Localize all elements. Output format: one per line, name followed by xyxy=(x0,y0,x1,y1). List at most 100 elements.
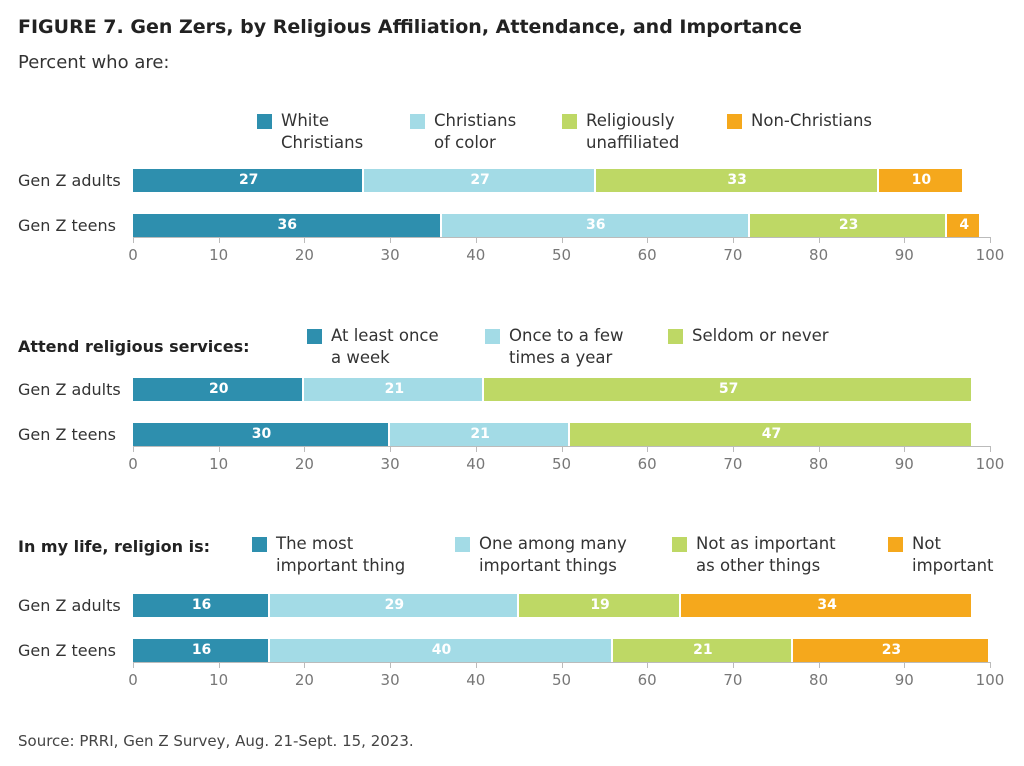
data-label: 16 xyxy=(191,642,212,658)
x-tick-label: 60 xyxy=(637,246,657,264)
bar-segment xyxy=(390,423,571,446)
section-label: Attend religious services: xyxy=(18,337,250,356)
data-label: 33 xyxy=(727,172,747,188)
category-label: Gen Z teens xyxy=(18,425,116,444)
legend-label: The most important thing xyxy=(276,534,406,575)
tick-mark xyxy=(904,662,906,668)
tick-mark xyxy=(990,237,991,243)
x-tick-label: 50 xyxy=(551,455,572,473)
category-label: Gen Z adults xyxy=(18,171,121,190)
x-tick-label: 90 xyxy=(894,671,914,689)
bar-segment xyxy=(364,169,596,192)
tick-mark xyxy=(133,662,134,668)
x-tick-label: 90 xyxy=(894,455,914,473)
bar-segment xyxy=(133,639,271,662)
tick-mark xyxy=(561,237,563,243)
x-tick-label: 50 xyxy=(551,246,572,264)
category-label: Gen Z adults xyxy=(18,380,121,399)
data-label: 21 xyxy=(693,642,713,658)
tick-mark xyxy=(390,662,392,668)
bar-segment xyxy=(441,214,751,237)
data-label: 4 xyxy=(959,217,970,233)
bar-segment xyxy=(612,639,793,662)
data-label: 27 xyxy=(238,172,259,188)
tick-mark xyxy=(133,237,134,243)
x-tick-label: 90 xyxy=(894,246,914,264)
data-label: 20 xyxy=(208,381,229,397)
tick-mark xyxy=(561,446,563,452)
figure-title: FIGURE 7. Gen Zers, by Religious Affilia… xyxy=(18,16,802,38)
x-tick-label: 10 xyxy=(209,455,229,473)
x-tick-label: 80 xyxy=(809,455,829,473)
data-label: 30 xyxy=(251,426,272,442)
tick-mark xyxy=(647,237,649,243)
legend-label: Not as important as other things xyxy=(696,534,836,575)
bar-segment xyxy=(681,594,973,617)
tick-mark xyxy=(218,237,220,243)
tick-mark xyxy=(390,237,392,243)
tick-mark xyxy=(647,446,649,452)
data-label: 34 xyxy=(817,597,837,613)
x-tick-label: 20 xyxy=(294,246,314,264)
bar-segment xyxy=(878,169,965,192)
x-tick-label: 10 xyxy=(209,671,229,689)
legend-swatch xyxy=(727,114,742,129)
x-tick-label: 80 xyxy=(809,671,829,689)
legend-swatch xyxy=(307,329,322,344)
legend-label: Christians of color xyxy=(434,111,517,152)
legend-label: Religiously unaffiliated xyxy=(586,111,680,152)
data-label: 23 xyxy=(881,642,902,658)
tick-mark xyxy=(390,446,392,452)
legend-label: Not important xyxy=(912,534,994,575)
tick-mark xyxy=(475,446,477,452)
data-label: 21 xyxy=(470,426,490,442)
x-tick-label: 100 xyxy=(975,246,1005,264)
x-tick-label: 30 xyxy=(380,246,400,264)
source: Source: PRRI, Gen Z Survey, Aug. 21-Sept… xyxy=(18,732,414,750)
tick-mark xyxy=(475,237,477,243)
x-tick-label: 70 xyxy=(723,455,743,473)
tick-mark xyxy=(904,237,906,243)
data-label: 23 xyxy=(838,217,859,233)
bar-segment xyxy=(947,214,982,237)
data-label: 47 xyxy=(761,426,782,442)
tick-mark xyxy=(218,446,220,452)
section-label: In my life, religion is: xyxy=(18,537,211,556)
bar-segment xyxy=(792,639,990,662)
x-tick-label: 30 xyxy=(380,455,400,473)
legend-swatch xyxy=(888,537,903,552)
tick-mark xyxy=(818,662,820,668)
bar-segment xyxy=(133,169,365,192)
tick-mark xyxy=(732,237,734,243)
tick-mark xyxy=(561,662,563,668)
bar-segment xyxy=(595,169,879,192)
bar-segment xyxy=(133,214,442,237)
tick-mark xyxy=(732,662,734,668)
data-label: 40 xyxy=(431,642,452,658)
legend-label: Once to a few times a year xyxy=(509,326,624,367)
data-label: 21 xyxy=(384,381,405,397)
tick-mark xyxy=(304,237,306,243)
bar-segment xyxy=(133,594,271,617)
legend-label: One among many important things xyxy=(479,534,627,575)
x-tick-label: 60 xyxy=(637,455,657,473)
bar-segment xyxy=(133,378,305,401)
tick-mark xyxy=(818,237,820,243)
bar-segment xyxy=(484,378,973,401)
x-tick-label: 20 xyxy=(294,671,314,689)
legend-swatch xyxy=(410,114,425,129)
legend-swatch xyxy=(668,329,683,344)
data-label: 57 xyxy=(718,381,739,397)
category-label: Gen Z adults xyxy=(18,596,121,615)
x-tick-label: 70 xyxy=(723,246,743,264)
data-label: 27 xyxy=(470,172,490,188)
x-tick-label: 30 xyxy=(380,671,400,689)
x-tick-label: 0 xyxy=(128,455,138,473)
tick-mark xyxy=(990,662,991,668)
legend-label: White Christians xyxy=(281,111,364,152)
x-tick-label: 40 xyxy=(466,246,486,264)
data-label: 29 xyxy=(384,597,405,613)
x-tick-label: 20 xyxy=(294,455,314,473)
legend-swatch xyxy=(562,114,577,129)
